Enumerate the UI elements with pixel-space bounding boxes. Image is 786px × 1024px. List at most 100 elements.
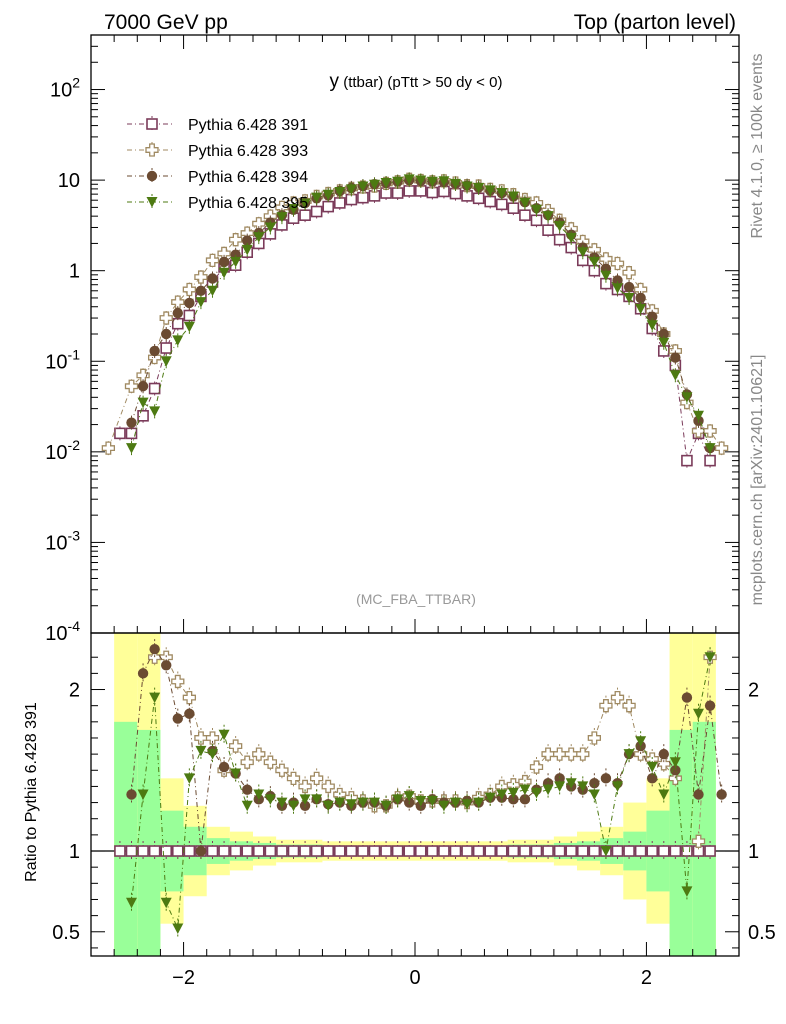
data-point [299,198,311,210]
data-point [161,660,172,671]
data-point [612,283,623,294]
data-point [242,235,253,246]
data-point [714,441,729,455]
inner-band-segment [669,729,693,956]
data-point [669,370,681,381]
data-point [531,204,542,216]
tick-base: 10 [45,351,67,373]
legend-entry-2: Pythia 6.428 393 [127,142,308,160]
data-point [449,845,462,857]
data-point [484,195,497,208]
data-point [183,845,196,857]
data-point [610,690,625,705]
data-point [391,845,404,857]
data-point [149,643,160,655]
data-point [218,845,230,857]
data-point [704,454,716,467]
data-point [426,795,438,807]
legend-marker [146,170,158,182]
data-point [646,320,658,331]
data-point [507,787,519,799]
data-point [242,784,253,795]
data-point [496,188,508,199]
data-point [252,845,265,857]
data-point [137,409,149,422]
data-point [635,736,647,747]
data-point [542,845,554,857]
data-point [472,845,485,857]
data-point [519,197,531,209]
data-point [172,713,183,724]
data-point [183,309,196,322]
data-point [519,784,531,796]
data-point [195,745,207,757]
tick-base: 10 [45,442,67,464]
data-point [380,800,392,812]
data-point [450,797,461,809]
data-point [658,328,669,340]
data-point [403,174,415,185]
data-point [554,781,566,792]
tick-exponent: -2 [68,437,81,453]
data-point [195,845,207,857]
data-point [600,773,612,784]
data-point [600,270,612,282]
legend-label: Pythia 6.428 394 [188,169,308,186]
data-point [553,233,566,246]
data-point [149,692,161,704]
data-point [646,845,659,857]
data-point [194,731,208,745]
data-point [670,765,681,776]
data-point [610,256,625,271]
data-point [160,897,172,909]
data-point [310,845,323,857]
data-point [670,352,681,363]
inner-band-segment [114,721,138,956]
data-point [334,186,346,198]
data-point [529,760,544,774]
data-point [622,699,636,713]
upper-panel-series [101,172,729,468]
data-point [194,270,208,284]
data-point [207,749,218,760]
data-point [704,652,716,663]
data-point [148,845,161,857]
data-point [148,382,161,395]
upper-y-tick-label: 1 [69,261,80,283]
data-point [693,708,704,720]
data-point [588,789,600,800]
data-point [182,690,197,705]
data-point [322,189,334,201]
data-point [357,845,369,857]
legend-marker [145,143,159,157]
upper-y-tick-label: 10-1 [45,346,80,373]
data-point [669,845,682,857]
data-point [149,345,160,357]
data-point [137,789,149,800]
data-point [704,443,716,454]
ratio-y-tick-label-left: 2 [69,680,80,702]
ratio-y-tick-label-left: 0.5 [52,922,80,944]
data-point [241,800,253,812]
series-line [131,648,723,852]
legend-label: Pythia 6.428 395 [188,195,308,212]
tick-exponent: 2 [72,75,80,91]
data-point [263,755,278,769]
data-point [415,175,427,187]
data-point [657,757,671,771]
series-1-ratio [114,841,716,862]
data-point [368,845,381,857]
data-point [657,845,670,857]
data-point [426,176,438,188]
data-point [438,176,450,187]
series-line [107,178,723,449]
series-2 [101,172,729,456]
data-point [230,768,242,780]
data-point [392,176,404,188]
data-point [137,397,149,409]
data-point [403,185,416,197]
data-point [345,799,357,810]
data-point [484,185,496,196]
data-point [693,789,704,800]
data-point [205,731,220,745]
